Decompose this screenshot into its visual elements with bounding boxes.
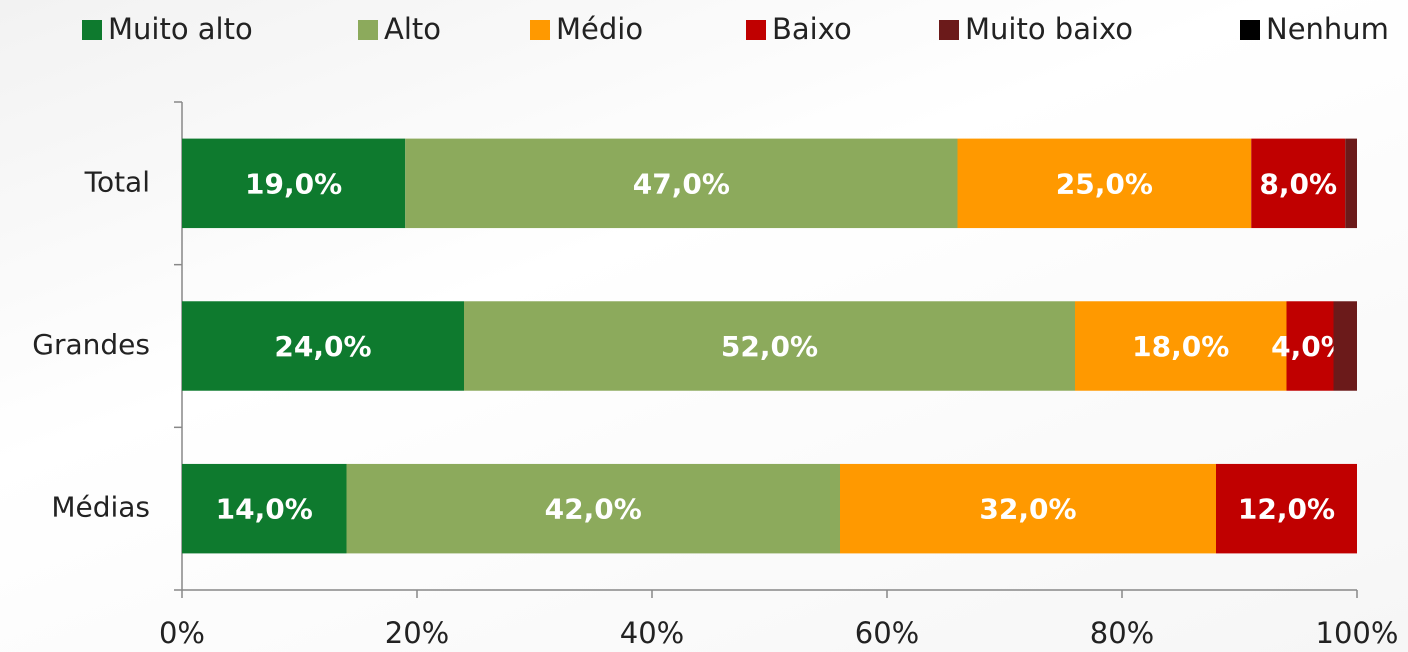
legend-swatch (82, 20, 102, 40)
value-label: 8,0% (1259, 167, 1337, 200)
x-tick-label: 80% (1090, 616, 1154, 650)
bar-segment (957, 138, 1252, 229)
value-label: 12,0% (1238, 493, 1335, 526)
x-tick-label: 60% (855, 616, 919, 650)
value-label: 42,0% (545, 493, 642, 526)
bar-segment (1251, 138, 1346, 229)
legend-swatch (358, 20, 378, 40)
value-label: 14,0% (216, 493, 313, 526)
legend-label: Médio (556, 12, 643, 46)
legend-swatch (746, 20, 766, 40)
bar-segment (405, 138, 958, 229)
bar-segment (1333, 301, 1357, 391)
value-label: 47,0% (633, 167, 730, 200)
value-label: 19,0% (245, 167, 342, 200)
category-label: Médias (51, 491, 150, 524)
bar-segment (1216, 463, 1357, 554)
x-tick-label: 40% (620, 616, 684, 650)
legend-label: Baixo (772, 12, 852, 46)
legend-label: Alto (384, 12, 441, 46)
legend-label: Muito baixo (965, 12, 1133, 46)
value-label: 32,0% (979, 493, 1076, 526)
bar-segment (464, 301, 1075, 391)
value-label: 24,0% (274, 330, 371, 363)
legend-swatch (530, 20, 550, 40)
value-label: 18,0% (1132, 330, 1229, 363)
bar-segment (840, 463, 1216, 554)
value-label: 25,0% (1056, 167, 1153, 200)
category-label: Grandes (32, 328, 150, 361)
bar-segment (1286, 301, 1334, 391)
x-tick-label: 0% (159, 616, 205, 650)
category-label: Total (84, 165, 150, 198)
legend-swatch (1240, 20, 1260, 40)
legend-swatch (939, 20, 959, 40)
legend-label: Muito alto (108, 12, 253, 46)
bar-segment (1075, 301, 1287, 391)
bar-segment (182, 463, 347, 554)
x-tick-label: 100% (1316, 616, 1399, 650)
bar-segment (346, 463, 840, 554)
bar-segment (182, 138, 406, 229)
bar-segment (182, 301, 464, 391)
bar-segment (1345, 138, 1357, 229)
legend-label: Nenhum (1266, 12, 1389, 46)
x-tick-label: 20% (385, 616, 449, 650)
value-label: 52,0% (721, 330, 818, 363)
